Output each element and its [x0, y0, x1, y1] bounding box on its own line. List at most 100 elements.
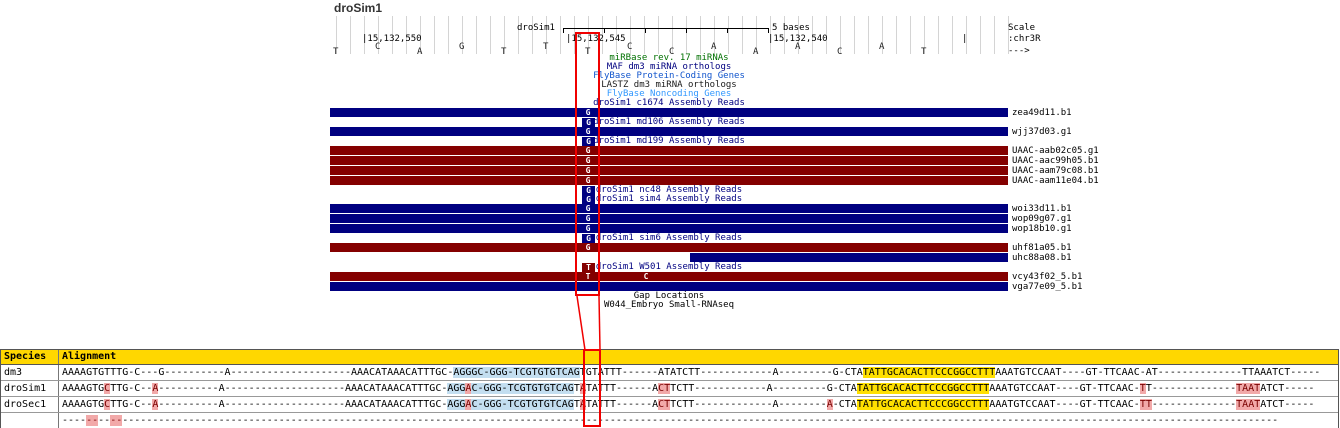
track-row: LASTZ dm3 miRNA orthologs: [0, 81, 1340, 90]
species-name: droSim1: [1, 381, 59, 396]
consensus-base-box: G: [582, 186, 595, 195]
read-id-label[interactable]: UAAC-aam79c08.b1: [1012, 166, 1099, 176]
ruler-assembly-label: droSim1: [517, 23, 555, 33]
track-row: G UAAC-aam79c08.b1: [0, 166, 1340, 176]
mismatch-base-letter: G: [585, 156, 591, 165]
assembly-read-bar[interactable]: G: [330, 224, 1008, 233]
track-row: droSim1 md199 Assembly Reads G: [0, 137, 1340, 146]
species-name: droSec1: [1, 397, 59, 412]
track-label[interactable]: droSim1 md199 Assembly Reads: [593, 136, 745, 146]
track-row: vga77e09_5.b1: [0, 282, 1340, 292]
mismatch-base-letter: G: [585, 127, 591, 136]
assembly-read-bar[interactable]: G: [330, 204, 1008, 213]
track-title[interactable]: FlyBase Noncoding Genes: [606, 89, 732, 99]
track-rows: miRBase rev. 17 miRNAs MAF dm3 miRNA orth…: [0, 54, 1340, 310]
alignment-row: dm3 AAAAGTGTTTG-C---G----------A---------…: [1, 365, 1338, 381]
position-label: |: [962, 34, 968, 44]
assembly-read-bar[interactable]: [690, 253, 1008, 262]
read-id-label[interactable]: wjj37d03.g1: [1012, 127, 1072, 137]
track-row: MAF dm3 miRNA orthologs: [0, 63, 1340, 72]
read-id-label[interactable]: wop18b10.g1: [1012, 224, 1072, 234]
species-name: dm3: [1, 365, 59, 380]
page-title: droSim1: [334, 1, 383, 15]
mismatch-base-letter: G: [585, 224, 591, 233]
consensus-base-box: G: [582, 195, 595, 204]
alignment-table: Species Alignment dm3 AAAAGTGTTTG-C---G--…: [0, 349, 1339, 428]
track-title[interactable]: miRBase rev. 17 miRNAs: [609, 53, 729, 63]
track-row: FlyBase Protein-Coding Genes: [0, 72, 1340, 81]
read-id-label[interactable]: wop09g07.g1: [1012, 214, 1072, 224]
track-label[interactable]: droSim1 sim6 Assembly Reads: [595, 233, 743, 243]
track-label[interactable]: droSim1 nc48 Assembly Reads: [595, 185, 743, 195]
assembly-read-bar[interactable]: G: [330, 108, 1008, 117]
track-label[interactable]: droSim1 c1674 Assembly Reads: [593, 98, 745, 108]
read-id-label[interactable]: UAAC-aam11e04.b1: [1012, 176, 1099, 186]
position-label: |15,132,550: [362, 34, 422, 44]
track-title[interactable]: LASTZ dm3 miRNA orthologs: [601, 80, 737, 90]
alignment-row: ----------------------------------------…: [1, 413, 1338, 428]
base-letter: A: [795, 42, 801, 52]
mismatch-base-letter: C: [643, 272, 649, 281]
assembly-read-bar[interactable]: G: [330, 166, 1008, 175]
consensus-base-box: T: [582, 263, 595, 272]
scale-bar: [563, 28, 769, 33]
track-label[interactable]: droSim1 W501 Assembly Reads: [595, 262, 743, 272]
base-letter: C: [375, 42, 381, 52]
read-id-label[interactable]: uhf81a05.b1: [1012, 243, 1072, 253]
track-row: miRBase rev. 17 miRNAs: [0, 54, 1340, 63]
scale-ruler: droSim1 5 bases Scale: [0, 23, 1340, 34]
assembly-read-bar[interactable]: [330, 282, 1008, 291]
track-row: droSim1 sim4 Assembly Reads G: [0, 195, 1340, 204]
assembly-read-bar[interactable]: G: [330, 127, 1008, 136]
scale-bases-label: 5 bases: [772, 23, 810, 33]
track-row: uhc88a08.b1: [0, 253, 1340, 263]
species-header: Species: [1, 350, 59, 364]
mismatch-base-letter: G: [585, 214, 591, 223]
base-letter: A: [711, 42, 717, 52]
track-title[interactable]: MAF dm3 miRNA orthologs: [606, 62, 732, 72]
alignment-row: droSec1 AAAAGTGCTTG-C--A----------A------…: [1, 397, 1338, 413]
base-letter: C: [627, 42, 633, 52]
track-label[interactable]: W044_Embryo Small-RNAseq: [603, 300, 735, 310]
base-letter: A: [753, 47, 759, 57]
assembly-read-bar[interactable]: G: [330, 146, 1008, 155]
read-id-label[interactable]: uhc88a08.b1: [1012, 253, 1072, 263]
mismatch-base-letter: G: [585, 176, 591, 185]
alignment-header: Species Alignment: [1, 350, 1338, 365]
species-name: [1, 413, 59, 428]
base-letter: A: [417, 47, 423, 57]
alignment-header-label: Alignment: [62, 351, 117, 362]
track-title[interactable]: FlyBase Protein-Coding Genes: [593, 71, 745, 81]
read-id-label[interactable]: UAAC-aab02c05.g1: [1012, 146, 1099, 156]
consensus-base-box: G: [582, 118, 595, 127]
read-id-label[interactable]: zea49d11.b1: [1012, 108, 1072, 118]
base-letter: T: [921, 47, 927, 57]
track-row: Gap Locations: [0, 292, 1340, 301]
base-letter: A: [879, 42, 885, 52]
track-label[interactable]: droSim1 sim4 Assembly Reads: [595, 194, 743, 204]
alignment-sequence: ----------------------------------------…: [62, 415, 1279, 426]
base-letter: C: [837, 47, 843, 57]
strand-arrow: --->: [1008, 46, 1030, 56]
assembly-read-bar[interactable]: G: [330, 243, 1008, 252]
track-label[interactable]: droSim1 md106 Assembly Reads: [593, 117, 745, 127]
read-id-label[interactable]: vcy43f02_5.b1: [1012, 272, 1083, 282]
alignment-body: dm3 AAAAGTGTTTG-C---G----------A---------…: [1, 365, 1338, 428]
assembly-read-bar[interactable]: G: [330, 156, 1008, 165]
read-id-label[interactable]: UAAC-aac99h05.b1: [1012, 156, 1099, 166]
track-label[interactable]: Gap Locations: [633, 291, 705, 301]
position-label: |15,132,540: [768, 34, 828, 44]
read-id-label[interactable]: vga77e09_5.b1: [1012, 282, 1083, 292]
base-letter: C: [669, 47, 675, 57]
read-id-label[interactable]: woi33d11.b1: [1012, 204, 1072, 214]
assembly-read-bar[interactable]: G: [330, 176, 1008, 185]
mismatch-base-letter: T: [585, 272, 591, 281]
assembly-read-bar[interactable]: G: [330, 214, 1008, 223]
mismatch-base-letter: G: [585, 146, 591, 155]
mismatch-base-letter: G: [585, 166, 591, 175]
alignment-row: droSim1 AAAAGTGCTTG-C--A----------A------…: [1, 381, 1338, 397]
